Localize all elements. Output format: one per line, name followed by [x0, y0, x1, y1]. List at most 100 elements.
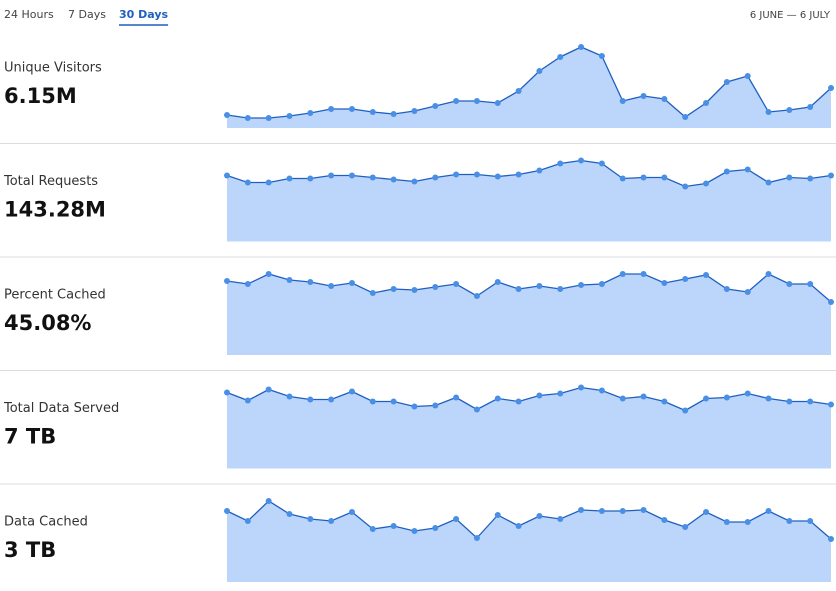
- data-point: [286, 175, 293, 182]
- time-range-tab[interactable]: 7 Days: [68, 8, 106, 21]
- data-point: [307, 396, 314, 403]
- data-point: [494, 512, 501, 518]
- area-fill: [227, 387, 831, 469]
- data-point: [723, 286, 730, 292]
- data-point: [307, 516, 314, 522]
- line: [226, 273, 832, 303]
- data-point: [765, 109, 772, 115]
- data-point: [598, 160, 605, 167]
- data-point: [432, 103, 439, 109]
- data-point: [807, 175, 814, 182]
- area-fill: [227, 160, 831, 242]
- data-point: [369, 526, 376, 532]
- data-point: [348, 172, 355, 179]
- data-point: [619, 395, 626, 402]
- metric-value: 7 TB: [4, 425, 56, 449]
- data-point: [661, 280, 668, 286]
- metric-value: 143.28M: [4, 198, 106, 222]
- data-point: [494, 100, 501, 106]
- data-point: [453, 394, 460, 401]
- data-point: [723, 519, 730, 525]
- data-point: [265, 386, 272, 393]
- data-point: [411, 528, 418, 534]
- data-point: [640, 174, 647, 181]
- data-point: [578, 384, 585, 391]
- data-point: [328, 172, 335, 179]
- data-point: [578, 44, 585, 50]
- data-point: [369, 174, 376, 181]
- data-point: [619, 175, 626, 182]
- data-point: [265, 115, 272, 121]
- data-point: [807, 398, 814, 405]
- data-point: [453, 516, 460, 522]
- data-point: [390, 176, 397, 183]
- metric-label: Total Requests: [3, 174, 98, 189]
- data-point: [828, 299, 834, 305]
- time-range-tab[interactable]: 24 Hours: [4, 8, 54, 21]
- data-point: [744, 519, 751, 525]
- data-point: [328, 283, 335, 289]
- data-point: [786, 107, 793, 113]
- data-point: [640, 271, 647, 277]
- metric-label: Percent Cached: [4, 288, 106, 303]
- data-point: [578, 157, 585, 164]
- data-point: [411, 108, 418, 114]
- data-point: [453, 171, 460, 178]
- data-point: [286, 277, 293, 283]
- data-point: [723, 394, 730, 401]
- data-point: [723, 168, 730, 175]
- data-point: [703, 395, 710, 402]
- data-point: [224, 172, 230, 179]
- data-point: [786, 518, 793, 524]
- data-point: [369, 290, 376, 296]
- data-point: [244, 518, 251, 524]
- data-point: [244, 115, 251, 121]
- metric-value: 6.15M: [4, 84, 77, 108]
- data-point: [682, 114, 689, 120]
- data-point: [578, 507, 585, 513]
- data-point: [744, 73, 751, 79]
- data-point: [828, 172, 834, 179]
- data-point: [265, 498, 272, 504]
- data-point: [390, 523, 397, 529]
- data-point: [557, 286, 564, 292]
- data-point: [828, 401, 834, 408]
- data-point: [473, 535, 480, 541]
- time-range-tab[interactable]: 30 Days: [119, 8, 169, 21]
- data-point: [369, 398, 376, 405]
- data-point: [682, 407, 689, 414]
- data-point: [453, 281, 460, 287]
- data-point: [598, 387, 605, 394]
- data-point: [494, 279, 501, 285]
- data-point: [348, 280, 355, 286]
- data-point: [432, 525, 439, 531]
- data-point: [286, 511, 293, 517]
- data-point: [828, 85, 834, 91]
- data-point: [765, 271, 772, 277]
- data-point: [765, 179, 772, 186]
- data-point: [661, 398, 668, 405]
- data-point: [536, 283, 543, 289]
- data-point: [494, 173, 501, 180]
- metric-label: Data Cached: [4, 515, 88, 530]
- data-point: [807, 518, 814, 524]
- data-point: [703, 272, 710, 278]
- data-point: [369, 109, 376, 115]
- data-point: [786, 174, 793, 181]
- data-point: [765, 508, 772, 514]
- line: [226, 46, 832, 119]
- data-point: [307, 110, 314, 116]
- data-point: [348, 388, 355, 395]
- data-point: [703, 509, 710, 515]
- data-point: [578, 282, 585, 288]
- metric-value: 45.08%: [4, 311, 91, 335]
- data-point: [744, 289, 751, 295]
- data-point: [515, 171, 522, 178]
- data-point: [286, 113, 293, 119]
- data-point: [515, 398, 522, 405]
- data-point: [307, 175, 314, 182]
- data-point: [682, 524, 689, 530]
- line: [226, 159, 832, 188]
- data-point: [598, 508, 605, 514]
- data-point: [598, 53, 605, 59]
